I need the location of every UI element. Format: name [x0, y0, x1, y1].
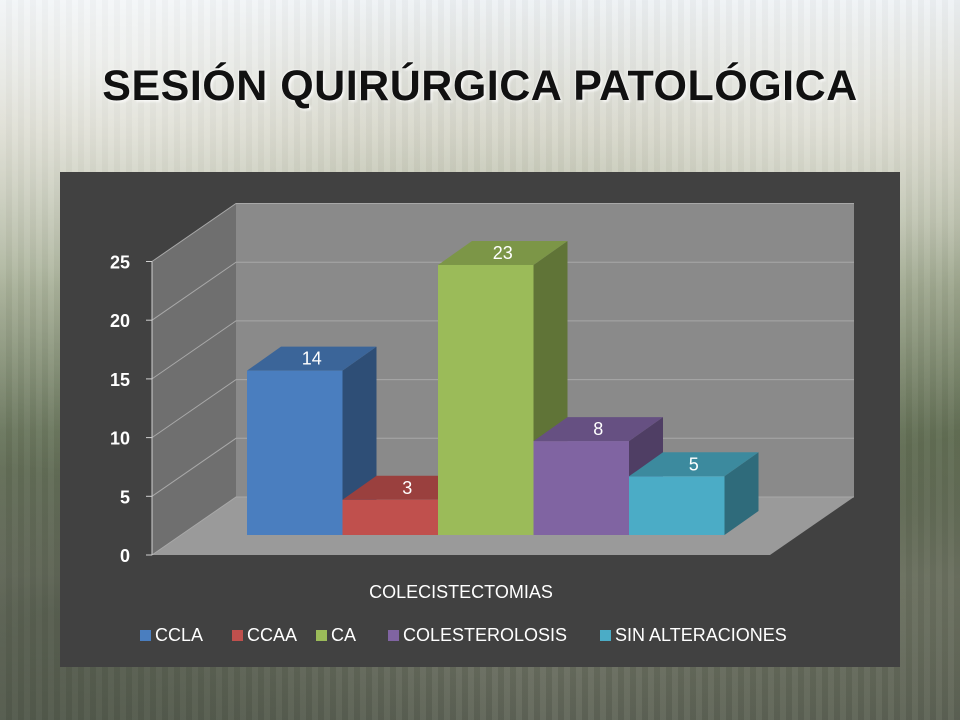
- legend-swatch-ccaa: [232, 630, 243, 641]
- y-tick-label: 10: [110, 429, 130, 449]
- bar-side-sin-alteraciones: [724, 452, 759, 535]
- legend-label: CCLA: [155, 625, 203, 645]
- legend-swatch-colesterolosis: [388, 630, 399, 641]
- legend-label: COLESTEROLOSIS: [403, 625, 567, 645]
- page-title: SESIÓN QUIRÚRGICA PATOLÓGICA: [102, 62, 858, 110]
- legend-label: SIN ALTERACIONES: [615, 625, 787, 645]
- data-label: 3: [402, 478, 412, 498]
- y-tick-label: 25: [110, 253, 130, 273]
- bar-top-ca: [438, 240, 568, 265]
- bar-ccaa: [342, 499, 438, 535]
- x-category-label: COLECISTECTOMIAS: [369, 582, 553, 602]
- legend-swatch-ca: [316, 630, 327, 641]
- bar-top-colesterolosis: [533, 417, 663, 442]
- legend-label: CA: [331, 625, 356, 645]
- legend-swatch-sin-alteraciones: [600, 630, 611, 641]
- legend-label: CCAA: [247, 625, 297, 645]
- gridline: [151, 320, 854, 380]
- data-label: 23: [493, 243, 513, 263]
- y-tick-label: 15: [110, 370, 130, 390]
- y-tick-label: 5: [120, 487, 130, 507]
- y-tick-label: 0: [120, 546, 130, 566]
- bar-ca: [438, 264, 534, 535]
- data-label: 14: [302, 349, 322, 369]
- bar-ccla: [247, 370, 343, 535]
- chart-panel: 0 5 10 15 20 25 14 3 23 8 5 COLECISTECTOMIAS CCLA CCA…: [60, 172, 900, 667]
- bar-top-ccla: [247, 346, 377, 371]
- gridline: [151, 203, 854, 262]
- chart-side-wall: [152, 203, 236, 555]
- data-label: 5: [689, 454, 699, 474]
- gridline: [151, 379, 854, 439]
- bar-top-sin-alteraciones: [629, 452, 759, 477]
- legend-swatch-ccla: [140, 630, 151, 641]
- y-tick-label: 20: [110, 311, 130, 331]
- gridline: [151, 261, 854, 321]
- bar-chart: 0 5 10 15 20 25 14 3 23 8 5 COLECISTECTOMIAS CCLA CCA…: [110, 203, 854, 645]
- data-label: 8: [593, 419, 603, 439]
- bar-colesterolosis: [533, 441, 629, 535]
- bar-sin-alteraciones: [629, 476, 725, 535]
